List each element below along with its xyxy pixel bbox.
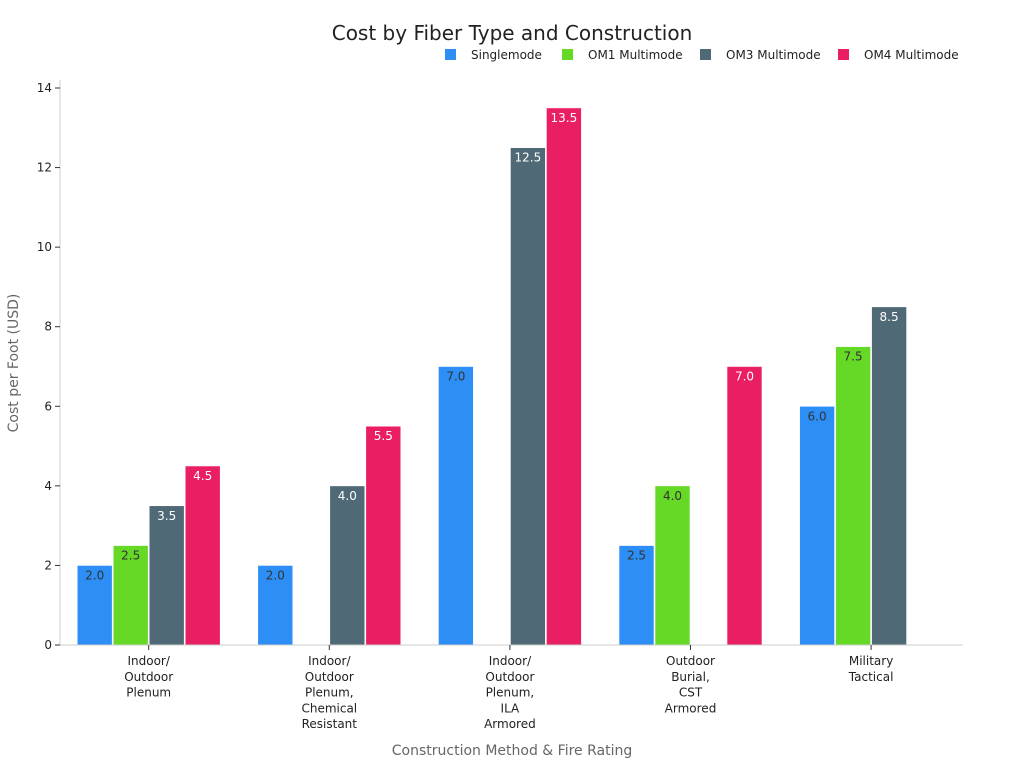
bar <box>799 405 835 646</box>
legend: Singlemode OM1 Multimode OM3 Multimode OM4 … <box>445 48 959 62</box>
bar-value-label: 5.5 <box>374 429 393 443</box>
bar <box>726 366 763 646</box>
legend-swatch <box>562 49 573 60</box>
y-tick-label: 6 <box>44 399 52 413</box>
x-axis-label: Construction Method & Fire Rating <box>392 743 633 759</box>
bar <box>438 366 474 646</box>
legend-label: OM1 Multimode <box>588 48 683 62</box>
bar <box>148 505 185 646</box>
x-tick-label-line: Indoor/ <box>489 654 532 668</box>
bar-value-label: 2.5 <box>627 549 646 563</box>
bar-value-label: 2.0 <box>85 568 104 582</box>
x-tick-label: Military Tactical <box>848 654 894 684</box>
x-tick-label-line: Burial, <box>671 670 710 684</box>
legend-label: Singlemode <box>471 48 542 62</box>
bar-labels: 2.0 2.0 7.0 2.5 6.0 2.5 4.0 7.5 3.5 4.0 12.5 8.5 4.5… <box>85 111 898 583</box>
x-tick-label-line: Armored <box>665 701 717 715</box>
x-tick-label-line: Outdoor <box>666 654 715 668</box>
legend-label: OM4 Multimode <box>864 48 959 62</box>
y-tick-label: 0 <box>44 638 52 652</box>
bar <box>76 565 113 646</box>
bar-value-label: 6.0 <box>808 409 827 423</box>
bar-value-label: 7.5 <box>844 350 863 364</box>
legend-item: Singlemode <box>445 48 542 62</box>
bar <box>871 306 907 646</box>
x-tick-label-line: Resistant <box>302 717 358 731</box>
x-tick-label-line: Chemical <box>301 701 357 715</box>
legend-swatch <box>700 49 711 60</box>
bar-value-label: 12.5 <box>515 151 542 165</box>
x-tick-label-line: Indoor/ <box>127 654 170 668</box>
bar-value-label: 2.0 <box>266 568 285 582</box>
bar <box>510 147 546 646</box>
bar <box>329 485 366 646</box>
x-tick-label: Indoor/Outdoor Plenum, Chemical Resistant <box>301 654 357 731</box>
x-tick-label: Outdoor Burial, CST Armored <box>665 654 717 715</box>
bar-value-label: 8.5 <box>880 310 899 324</box>
chart-title: Cost by Fiber Type and Construction <box>332 21 693 45</box>
y-tick-label: 10 <box>37 240 52 254</box>
bars <box>76 107 907 646</box>
x-tick-label-line: Plenum <box>126 686 171 700</box>
y-tick-label: 2 <box>44 558 52 572</box>
x-tick-label-line: Tactical <box>848 670 894 684</box>
x-tick-label-line: Military <box>849 654 893 668</box>
x-tick-label-line: Plenum, <box>486 686 535 700</box>
bar <box>654 485 691 646</box>
y-tick-label: 12 <box>37 161 52 175</box>
y-axis-label: Cost per Foot (USD) <box>6 294 22 433</box>
legend-label: OM3 Multimode <box>726 48 821 62</box>
bar <box>365 425 402 646</box>
bar-value-label: 7.0 <box>446 370 465 384</box>
y-tick-label: 8 <box>44 320 52 334</box>
bar-value-label: 4.0 <box>338 489 357 503</box>
x-tick-label-line: Plenum, <box>305 686 354 700</box>
bar <box>184 465 221 646</box>
y-tick-label: 14 <box>37 81 52 95</box>
bar-value-label: 2.5 <box>121 549 140 563</box>
legend-swatch <box>445 49 456 60</box>
legend-swatch <box>838 49 849 60</box>
bar-value-label: 4.0 <box>663 489 682 503</box>
bar <box>835 346 871 646</box>
x-tick-label-line: Indoor/ <box>308 654 351 668</box>
x-tick-label-line: Armored <box>484 717 536 731</box>
x-tick-label-line: ILA <box>501 701 521 715</box>
x-tick-label-line: Outdoor <box>124 670 173 684</box>
legend-item: OM3 Multimode <box>700 48 821 62</box>
bar-value-label: 4.5 <box>193 469 212 483</box>
y-tick-label: 4 <box>44 479 52 493</box>
x-axis: Indoor/Outdoor Plenum Indoor/Outdoor Plenum… <box>60 644 963 731</box>
x-tick-label-line: Outdoor <box>485 670 534 684</box>
bar-value-label: 13.5 <box>551 111 578 125</box>
bar-value-label: 7.0 <box>735 370 754 384</box>
x-tick-label: Indoor/Outdoor Plenum, ILA Armored <box>484 654 536 731</box>
x-tick-label: Indoor/Outdoor Plenum <box>124 654 173 700</box>
y-axis: 0 2 4 6 8 10 12 14 <box>37 80 61 652</box>
x-tick-label-line: CST <box>679 686 703 700</box>
x-tick-label-line: Outdoor <box>305 670 354 684</box>
bar <box>546 107 582 646</box>
bar-value-label: 3.5 <box>157 509 176 523</box>
legend-item: OM4 Multimode <box>838 48 959 62</box>
legend-item: OM1 Multimode <box>562 48 683 62</box>
